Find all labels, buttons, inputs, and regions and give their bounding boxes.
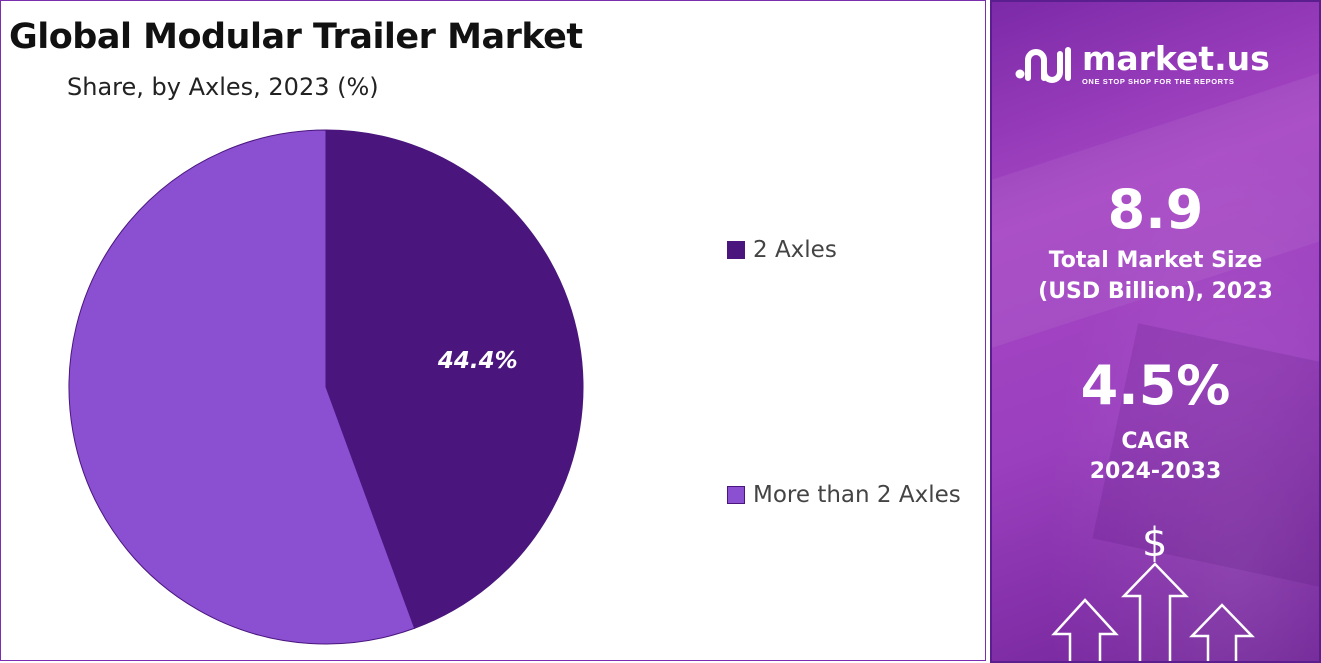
dollar-icon: $ <box>1142 520 1168 566</box>
chart-title: Global Modular Trailer Market <box>9 17 583 57</box>
up-arrow-icon <box>1121 562 1189 661</box>
legend-item-2-axles: 2 Axles <box>727 237 837 263</box>
data-label-2-axles: 44.4% <box>437 348 518 374</box>
growth-arrows-icon <box>1051 562 1255 661</box>
market-size-label-line1: Total Market Size <box>1048 248 1263 273</box>
legend-swatch-more-than-2-axles <box>727 486 745 504</box>
legend-item-more-than-2-axles: More than 2 Axles <box>727 482 961 508</box>
up-arrow-icon <box>1189 603 1255 661</box>
pie-slice-more-than-2-axles <box>68 129 416 645</box>
market-size-value: 8.9 <box>1107 178 1204 241</box>
cagr-label-line2: 2024-2033 <box>1089 459 1222 484</box>
pie-chart: 44.4% <box>68 129 584 645</box>
stats-sidebar: market.us ONE STOP SHOP FOR THE REPORTS … <box>990 0 1321 663</box>
cagr-label-line1: CAGR <box>1121 429 1190 454</box>
brand-tagline: ONE STOP SHOP FOR THE REPORTS <box>1082 77 1235 86</box>
legend-swatch-2-axles <box>727 241 745 259</box>
brand-name: market.us <box>1082 39 1270 78</box>
market-size-label-line2: (USD Billion), 2023 <box>1038 279 1273 304</box>
chart-panel: Global Modular Trailer Market Share, by … <box>0 0 986 661</box>
chart-subtitle: Share, by Axles, 2023 (%) <box>67 73 379 101</box>
cagr-value: 4.5% <box>1080 354 1231 417</box>
legend-label-2-axles: 2 Axles <box>753 237 837 263</box>
market-us-logo-icon <box>1015 47 1071 83</box>
legend-label-more-than-2-axles: More than 2 Axles <box>753 482 961 508</box>
pie-slice-2-axles <box>325 129 584 629</box>
up-arrow-icon <box>1051 598 1119 661</box>
brand-logo: market.us ONE STOP SHOP FOR THE REPORTS <box>1014 42 1270 86</box>
